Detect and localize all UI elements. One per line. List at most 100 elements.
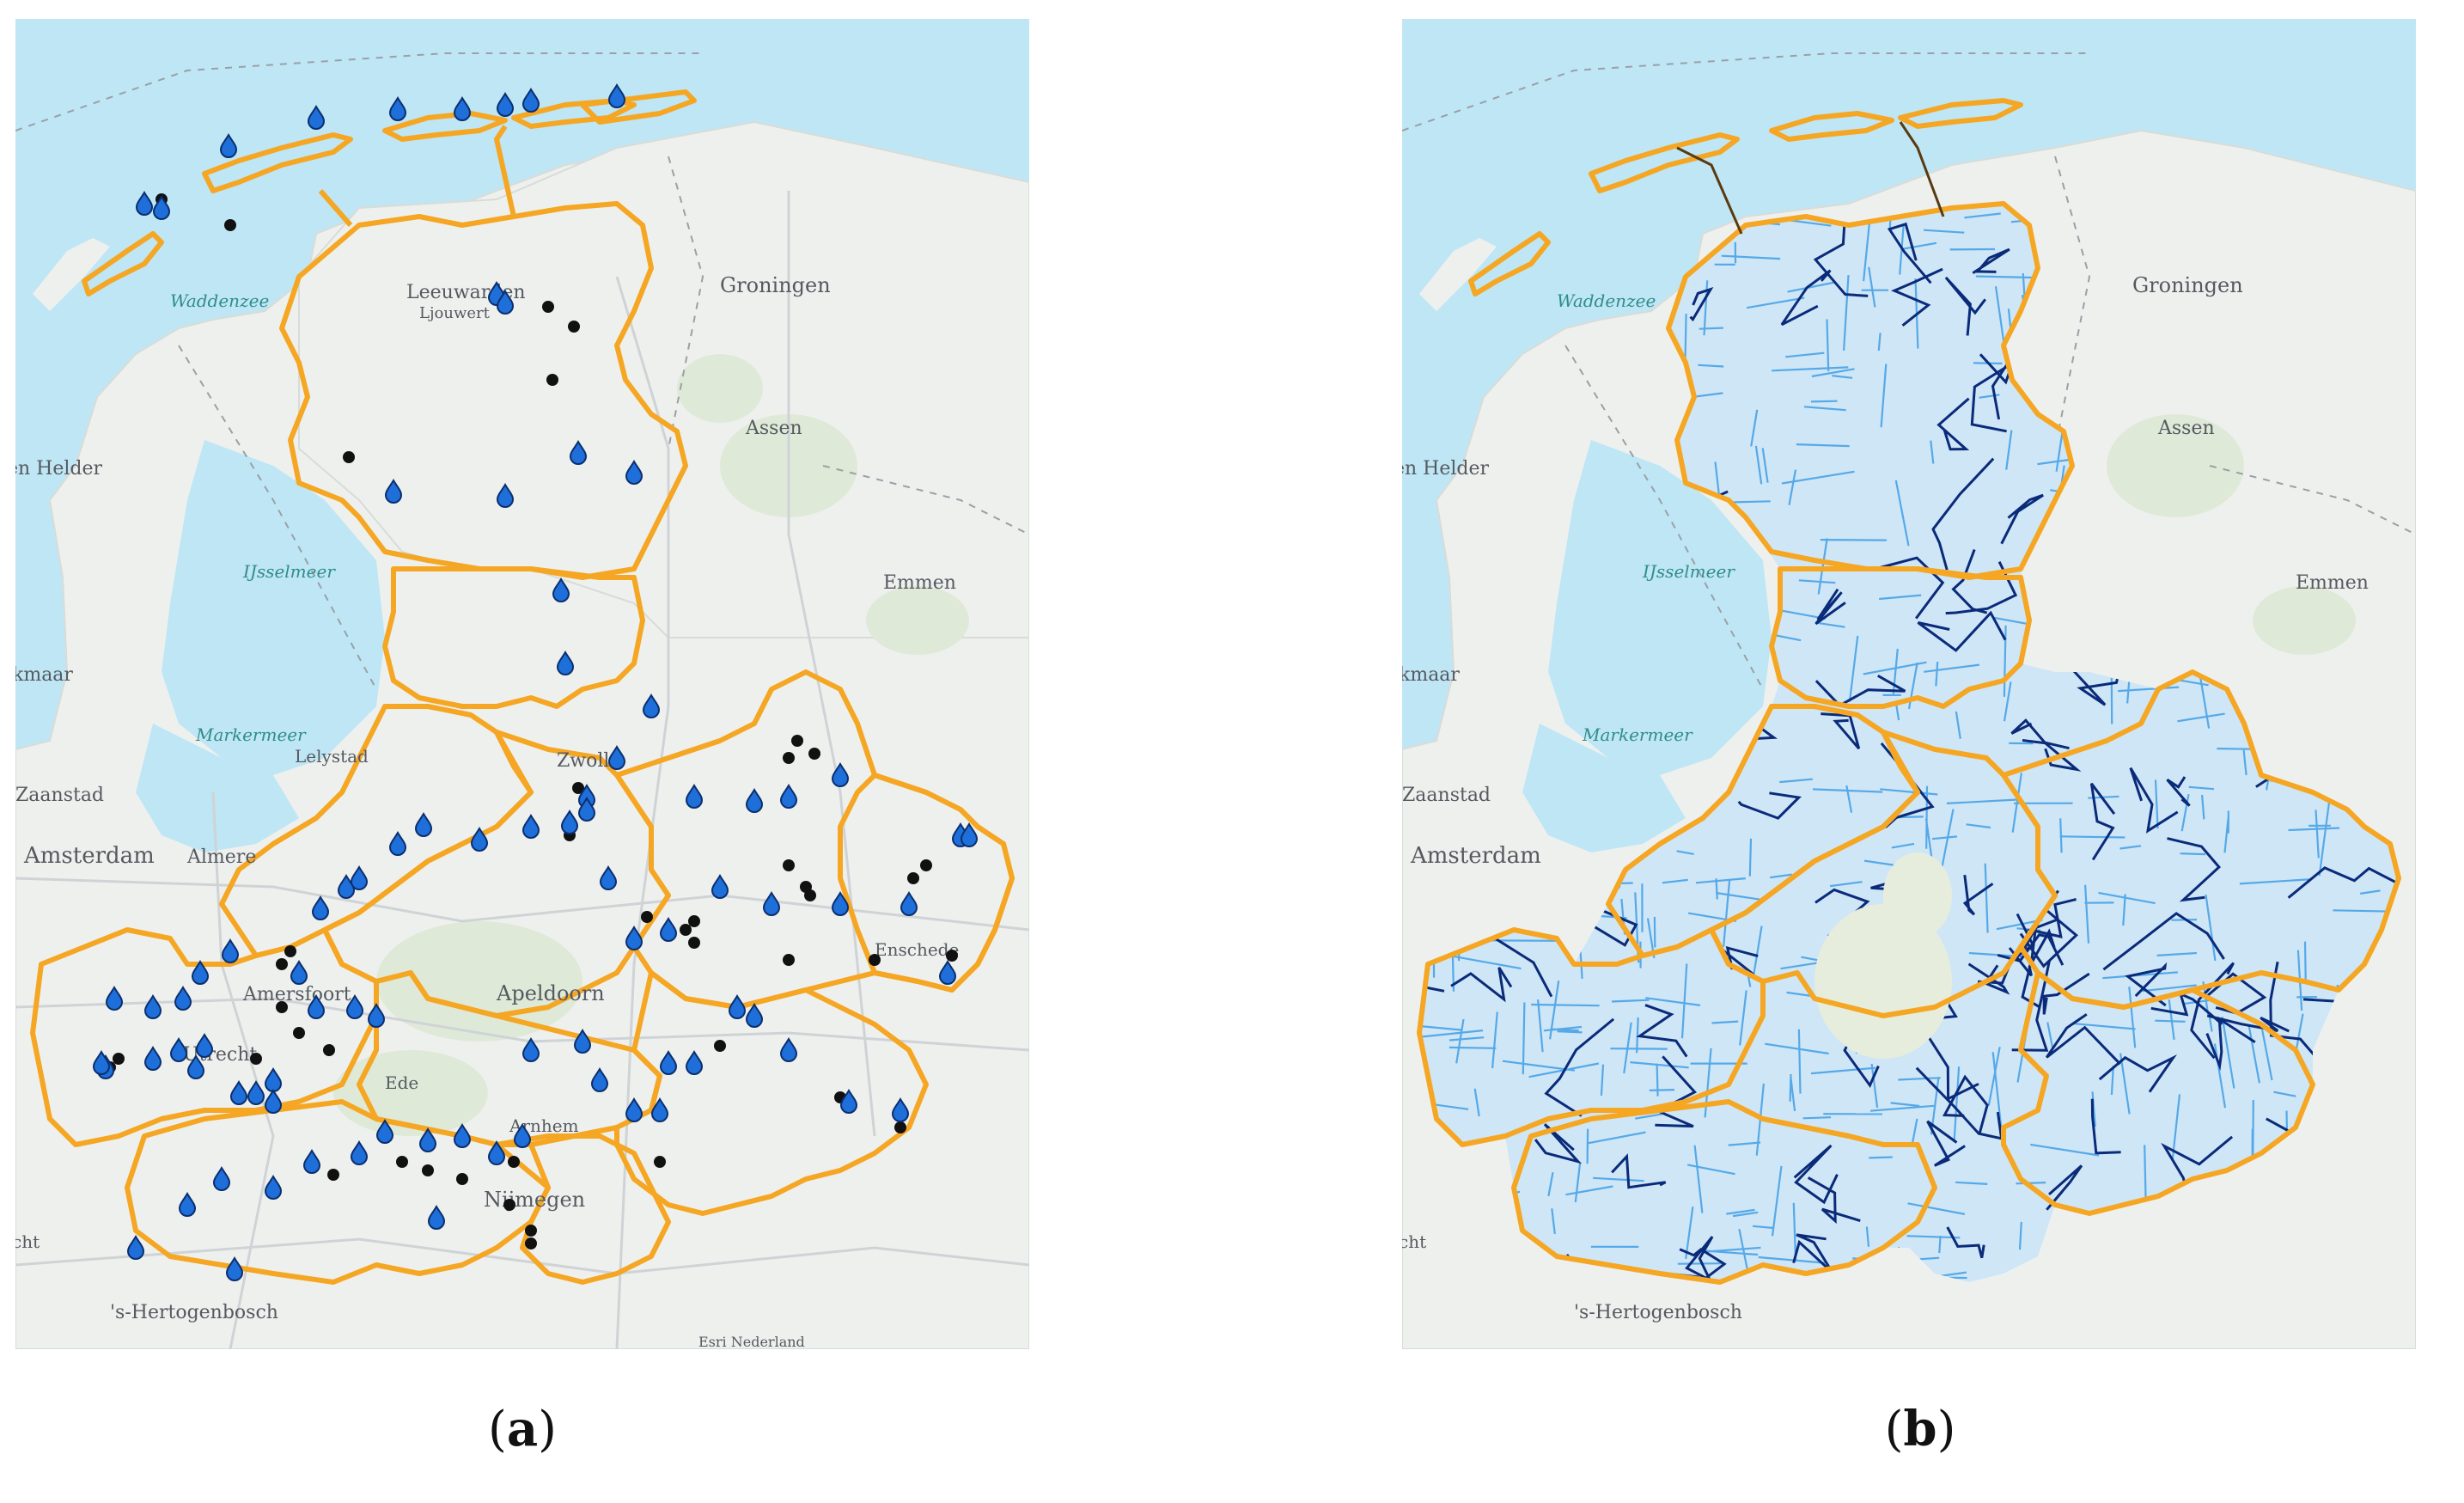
black-dot-icon: [568, 321, 580, 333]
black-dot-icon: [654, 1156, 666, 1168]
watercourse-minor: [1907, 1202, 1966, 1215]
watercourse-minor: [1565, 1185, 1613, 1196]
black-dot-icon: [456, 1173, 468, 1185]
watercourse-minor: [2074, 1023, 2136, 1030]
watercourse-primary: [2205, 1016, 2256, 1072]
watercourse-minor: [1880, 788, 1938, 796]
black-dot-icon: [714, 1040, 726, 1052]
watercourse-minor: [2247, 1025, 2260, 1084]
place-labels: Waddenzee Leeuwarden Ljouwert Groningen …: [15, 273, 959, 1349]
watercourse-minor: [1811, 368, 1855, 378]
watercourse-minor: [1870, 1063, 1879, 1109]
watercourse-minor: [1898, 1077, 1941, 1081]
blue-drop-icon: [105, 985, 124, 1011]
blue-drop-icon: [290, 959, 308, 985]
label-emmen: Emmen: [883, 572, 956, 594]
watercourse-primary: [1737, 791, 1802, 820]
watercourse-minor: [2188, 785, 2215, 791]
blue-drop-icon: [302, 1148, 321, 1174]
watercourse-minor: [1593, 1176, 1644, 1182]
watercourse-minor: [1754, 445, 1763, 485]
label-ijsselmeer: IJsselmeer: [242, 561, 336, 582]
watercourse-primary: [1946, 1226, 1985, 1259]
watercourse-primary: [1917, 610, 2007, 652]
watercourse-minor: [2261, 1029, 2273, 1081]
label-s-hertogenbosch: 's-Hertogenbosch: [110, 1302, 278, 1323]
label-den-helder: en Helder: [15, 458, 103, 480]
blue-drop-icon: [625, 459, 643, 485]
blue-drop-icon: [831, 761, 850, 787]
watercourse-minor: [1935, 661, 1939, 687]
blue-drop-icon: [264, 1088, 283, 1114]
watercourse-minor: [1693, 1145, 1704, 1213]
watercourse-minor: [1695, 877, 1746, 884]
watercourse-minor: [2156, 951, 2197, 956]
blue-drop-icon: [337, 873, 356, 899]
label-ljouwert: Ljouwert: [419, 304, 491, 322]
watercourse-minor: [1685, 1207, 1694, 1259]
watercourse-minor: [1964, 212, 2001, 219]
black-dot-icon: [783, 859, 795, 871]
watercourse-primary: [1972, 247, 2010, 274]
watercourse-minor: [2177, 712, 2225, 723]
blue-drop-icon: [126, 1234, 145, 1260]
blue-drop-icon: [839, 1088, 858, 1114]
watercourse-primary: [1611, 1153, 1667, 1189]
blue-drop-icon: [521, 813, 540, 839]
island-texel: [33, 238, 110, 311]
blue-drop-icon: [264, 1174, 283, 1200]
blue-drop-icon: [685, 783, 704, 809]
watercourse-minor: [1803, 406, 1846, 412]
watercourse-minor: [1955, 1181, 1988, 1185]
watercourse-minor: [1738, 1228, 1748, 1269]
watercourse-minor: [1788, 469, 1797, 505]
label-utrecht-cut: cht: [15, 1231, 40, 1252]
black-dot-icon: [525, 1225, 537, 1237]
black-dot-icon: [572, 782, 584, 794]
watercourse-minor: [2119, 845, 2142, 850]
watercourse-minor: [1911, 1118, 1918, 1146]
blue-drop-icon: [186, 1054, 205, 1079]
map-panel-a: Waddenzee Leeuwarden Ljouwert Groningen …: [15, 19, 1029, 1349]
blue-drop-icon: [762, 890, 781, 916]
watercourse-minor: [2102, 971, 2178, 980]
watercourse-minor: [1772, 366, 1849, 372]
label-emmen: Emmen: [2296, 572, 2369, 594]
admin-lines: [1402, 52, 2416, 690]
label-alkmaar: kmaar: [15, 664, 73, 686]
caption-a-letter: a: [506, 1401, 539, 1457]
black-dot-icon: [525, 1237, 537, 1249]
blue-drop-icon: [590, 1066, 609, 1092]
island-texel: [1419, 238, 1497, 311]
blue-drop-icon: [513, 1122, 532, 1148]
watercourse-minor: [1726, 1208, 1755, 1215]
label-amsterdam: Amsterdam: [1410, 843, 1541, 869]
label-zaanstad: Zaanstad: [15, 785, 104, 806]
watercourse-primary: [1796, 1233, 1838, 1282]
watercourse-primary: [1931, 457, 1995, 571]
watercourse-minor: [1931, 835, 1958, 840]
watercourse-minor: [1863, 661, 1927, 675]
blue-drop-icon: [307, 104, 326, 130]
watercourse-primary: [2269, 961, 2330, 1073]
ijsselmeer: [1548, 440, 1772, 775]
watercourse-primary: [2090, 1098, 2121, 1155]
black-dot-icon: [920, 859, 932, 871]
blue-drop-icon: [577, 796, 596, 822]
label-amersfoort: Amersfoort: [242, 984, 351, 1005]
watercourse-primary: [1450, 967, 1513, 1003]
watercourse-minor: [1796, 443, 1850, 448]
watercourse-primary: [1793, 1144, 1839, 1205]
label-lelystad: Lelystad: [295, 746, 369, 767]
watercourse-primary: [1814, 674, 1906, 707]
label-s-hertogenbosch: 's-Hertogenbosch: [1574, 1302, 1742, 1323]
watercourse-minor: [2016, 1182, 2046, 1185]
watercourse-minor: [1677, 1262, 1722, 1265]
watercourse-minor: [2198, 669, 2211, 729]
black-dot-icon: [804, 889, 816, 901]
label-ijsselmeer: IJsselmeer: [1642, 561, 1735, 582]
black-dot-icon: [293, 1027, 305, 1039]
blue-drop-icon: [938, 959, 957, 985]
watercourse-minor: [2119, 1053, 2131, 1115]
watercourse-minor: [1790, 1078, 1796, 1112]
